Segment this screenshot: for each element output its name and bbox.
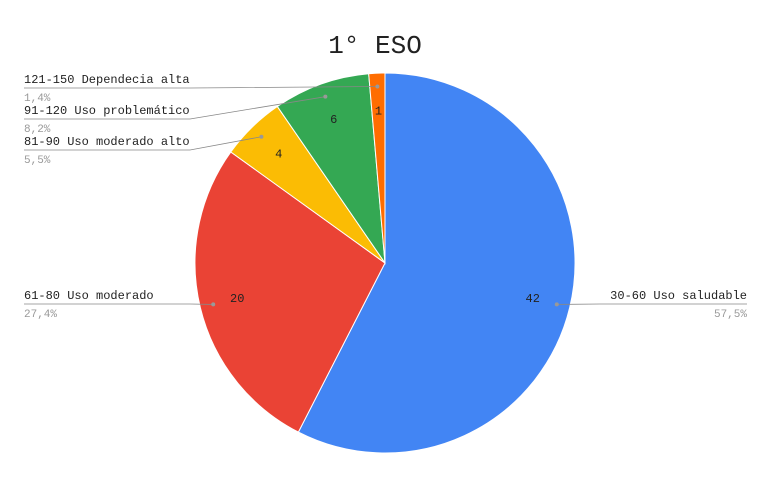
data-label: 1 [375,104,382,118]
pie-slice [276,73,386,265]
leader-dot [323,94,328,99]
data-label: 6 [330,113,337,127]
leader-dot [375,84,380,89]
data-label: 42 [526,292,540,306]
leader-line [24,86,378,89]
percent-label: 5,5% [24,155,51,167]
category-label: 91-120 Uso problemático [24,104,190,118]
category-label: 61-80 Uso moderado [24,289,154,303]
leader-dot [554,302,559,307]
category-label: 81-90 Uso moderado alto [24,135,190,149]
pie-slice [368,72,386,264]
percent-label: 8,2% [24,124,51,136]
pie-slice [194,151,386,433]
pie-slice [297,72,576,454]
chart-title: 1° ESO [328,31,422,61]
category-label: 121-150 Dependecia alta [24,73,190,87]
leader-line [24,136,262,151]
data-label: 4 [275,148,282,162]
data-label: 20 [230,292,244,306]
percent-label: 57,5% [714,309,747,321]
percent-label: 27,4% [24,309,57,321]
percent-label: 1,4% [24,93,51,105]
leader-dot [259,134,264,139]
leader-dot [211,302,216,307]
category-label: 30-60 Uso saludable [610,289,747,303]
leader-line [24,96,326,120]
